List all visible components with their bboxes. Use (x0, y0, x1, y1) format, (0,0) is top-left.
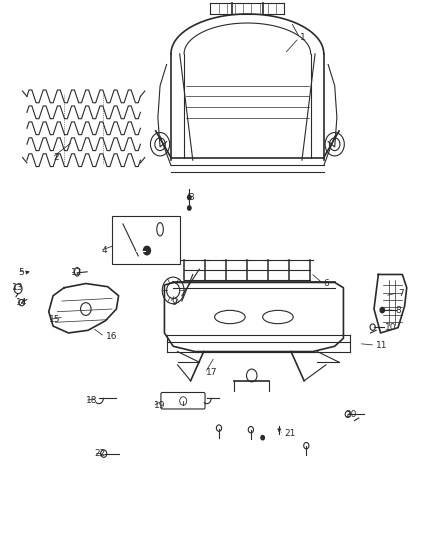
Text: 14: 14 (16, 298, 27, 307)
Text: 21: 21 (285, 430, 296, 439)
Circle shape (187, 195, 191, 199)
Text: 20: 20 (346, 410, 357, 419)
Bar (112, 216, 180, 264)
Circle shape (380, 308, 385, 313)
Text: 18: 18 (86, 396, 97, 405)
Circle shape (187, 206, 191, 210)
Text: 13: 13 (12, 283, 23, 292)
Text: 16: 16 (106, 332, 117, 341)
Circle shape (261, 435, 265, 440)
Text: 2: 2 (53, 153, 59, 162)
Text: 3: 3 (188, 193, 194, 202)
Text: 1: 1 (300, 34, 306, 43)
Text: 10: 10 (385, 323, 396, 332)
Text: 5: 5 (18, 269, 24, 277)
Text: 7: 7 (398, 288, 404, 297)
Text: 12: 12 (71, 269, 82, 277)
Text: 11: 11 (376, 341, 388, 350)
Text: 17: 17 (206, 368, 217, 377)
Text: 6: 6 (324, 279, 329, 288)
Text: 4: 4 (101, 246, 107, 255)
Text: 22: 22 (95, 449, 106, 458)
Text: 8: 8 (396, 305, 402, 314)
Circle shape (144, 246, 150, 255)
Text: 15: 15 (49, 315, 60, 324)
Text: 19: 19 (153, 401, 165, 410)
Text: 9: 9 (171, 298, 177, 307)
